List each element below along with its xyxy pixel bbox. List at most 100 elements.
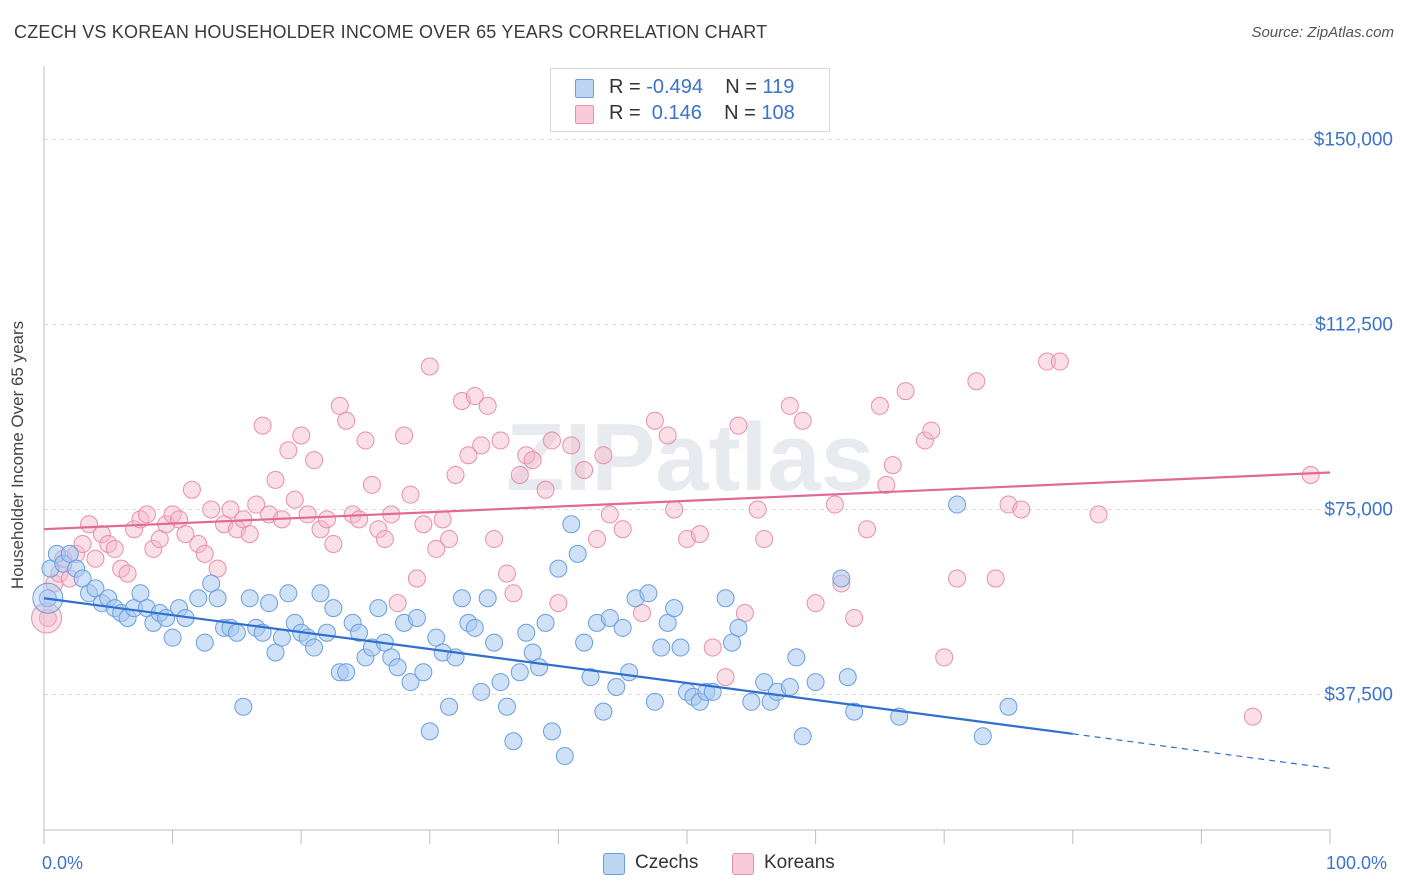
correlation-legend: R = -0.494 N = 119 R = 0.146 N = 108 xyxy=(550,68,830,132)
czech-point xyxy=(414,663,433,682)
korean-point xyxy=(883,456,902,475)
korean-point xyxy=(420,357,439,376)
czech-point xyxy=(793,727,812,746)
korean-point xyxy=(915,431,934,450)
korean-point xyxy=(305,451,324,470)
korean-point xyxy=(665,500,684,519)
czech-point xyxy=(613,618,632,637)
korean-point xyxy=(202,500,221,519)
korean-point xyxy=(877,475,896,494)
axes xyxy=(43,66,1331,844)
korean-point xyxy=(240,525,259,544)
korean-point xyxy=(446,465,465,484)
korean-point xyxy=(324,534,343,553)
czech-point xyxy=(536,613,555,632)
korean-point xyxy=(575,461,594,480)
korean-point xyxy=(478,396,497,415)
korean-point xyxy=(703,638,722,657)
czech-point xyxy=(716,589,735,608)
czech-point xyxy=(549,559,568,578)
czech-point xyxy=(279,584,298,603)
czech-point xyxy=(208,589,227,608)
korean-n-value: 108 xyxy=(761,102,795,124)
korean-point xyxy=(729,416,748,435)
czech-point xyxy=(645,692,664,711)
korean-r-label: R = xyxy=(609,102,647,124)
czech-point xyxy=(478,589,497,608)
korean-point xyxy=(896,382,915,401)
korean-point xyxy=(362,475,381,494)
czech-point xyxy=(189,589,208,608)
czech-point xyxy=(240,589,259,608)
czech-point xyxy=(845,702,864,721)
korean-n-label: N = xyxy=(724,102,762,124)
koreans-label: Koreans xyxy=(764,852,835,873)
korean-point xyxy=(1089,505,1108,524)
czechs-swatch xyxy=(603,853,625,875)
czech-point xyxy=(491,673,510,692)
czech-point xyxy=(562,515,581,534)
korean-point xyxy=(755,530,774,549)
korean-point xyxy=(562,436,581,455)
korean-point xyxy=(870,396,889,415)
korean-point xyxy=(427,539,446,558)
czech-point xyxy=(440,697,459,716)
korean-point xyxy=(395,426,414,445)
korean-point xyxy=(414,515,433,534)
korean-point xyxy=(105,539,124,558)
czech-point xyxy=(324,599,343,618)
czech-point xyxy=(485,633,504,652)
korean-point xyxy=(401,485,420,504)
czech-point xyxy=(555,747,574,766)
czech-point xyxy=(517,623,536,642)
czech-point xyxy=(671,638,690,657)
y-tick-label: $150,000 xyxy=(1314,130,1393,151)
korean-point xyxy=(317,510,336,529)
korean-point xyxy=(716,668,735,687)
czech-point xyxy=(195,633,214,652)
korean-point xyxy=(793,411,812,430)
y-tick-labels: $37,500 $75,000 $112,500 $150,000 xyxy=(1314,130,1393,706)
korean-point xyxy=(549,594,568,613)
y-tick-label: $112,500 xyxy=(1315,315,1393,336)
czech-point xyxy=(594,702,613,721)
czech-point xyxy=(600,608,619,627)
korean-point xyxy=(1038,352,1057,371)
korean-point xyxy=(73,534,92,553)
czech-point xyxy=(272,628,291,647)
korean-point xyxy=(967,372,986,391)
korean-swatch xyxy=(575,105,594,124)
czech-point xyxy=(780,677,799,696)
korean-point xyxy=(825,495,844,514)
czech-point xyxy=(465,618,484,637)
korean-point xyxy=(369,520,388,539)
y-axis-label: Householder Income Over 65 years xyxy=(8,320,27,590)
korean-point xyxy=(645,411,664,430)
korean-point xyxy=(266,470,285,489)
korean-point xyxy=(182,480,201,499)
korean-point xyxy=(1050,352,1069,371)
korean-point xyxy=(337,411,356,430)
czech-point xyxy=(742,692,761,711)
y-tick-label: $37,500 xyxy=(1324,684,1393,705)
czech-point xyxy=(568,544,587,563)
chart-title: CZECH VS KOREAN HOUSEHOLDER INCOME OVER … xyxy=(14,22,768,42)
x-tick-left: 0.0% xyxy=(42,853,84,873)
czech-point xyxy=(639,584,658,603)
czech-point xyxy=(420,722,439,741)
korean-point xyxy=(247,495,266,514)
korean-point xyxy=(80,515,99,534)
czech-point xyxy=(806,673,825,692)
korean-point xyxy=(690,525,709,544)
czech-point xyxy=(787,648,806,667)
korean-point xyxy=(845,608,864,627)
korean-point xyxy=(433,510,452,529)
czech-point xyxy=(388,658,407,677)
korean-point xyxy=(253,416,272,435)
korean-r-value: 0.146 xyxy=(646,102,702,124)
czech-point xyxy=(973,727,992,746)
czech-point xyxy=(530,658,549,677)
korean-point xyxy=(806,594,825,613)
czech-point xyxy=(620,663,639,682)
